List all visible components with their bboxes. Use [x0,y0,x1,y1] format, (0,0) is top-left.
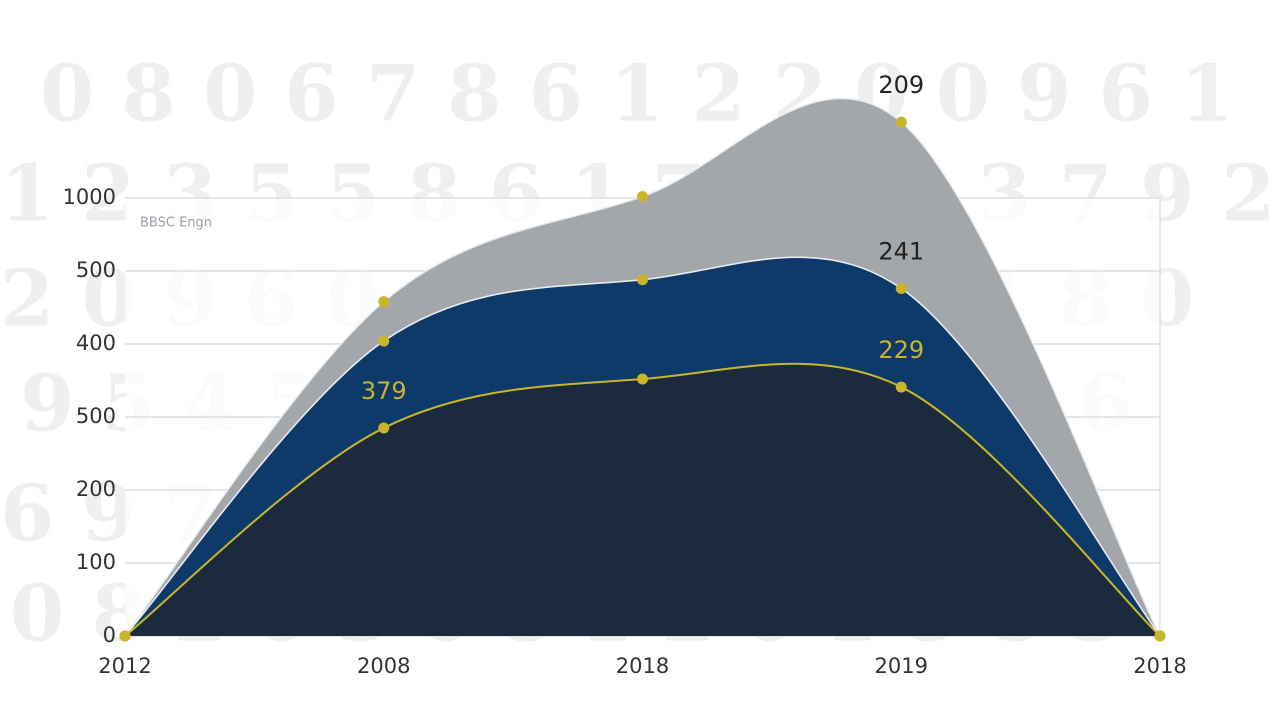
annotation: 379 [361,377,407,405]
y-tick-label: 200 [76,477,116,501]
y-tick-label: 500 [76,258,116,282]
x-tick-label: 2012 [98,654,151,678]
data-point [378,422,390,434]
y-tick-label: 0 [103,623,116,647]
data-point [637,274,648,286]
data-point [895,283,907,295]
y-tick-label: 100 [76,550,116,574]
x-tick-label: 2019 [875,654,928,678]
data-point [378,296,390,308]
data-point [637,373,648,385]
y-tick-label: 1000 [63,185,116,209]
data-point [895,116,907,128]
annotation: 209 [878,71,924,99]
legend-caption: BBSC Engn [140,216,212,231]
y-tick-label: 400 [76,331,116,355]
x-tick-label: 2018 [1133,654,1186,678]
data-point [119,630,131,642]
marks: 379 229 241 209 [119,71,1166,642]
annotation: 241 [878,238,924,266]
data-point [895,381,907,393]
annotation: 229 [878,336,924,364]
data-point [378,335,390,347]
data-point [637,191,648,203]
x-tick-label: 2008 [357,654,410,678]
y-tick-label: 500 [76,404,116,428]
data-point [1154,630,1166,642]
svg-text:0 8 0 6 7 8 6 1 2 2 0 0 9 6 1: 0 8 0 6 7 8 6 1 2 2 0 0 9 6 1 [40,49,1234,140]
x-tick-label: 2018 [616,654,669,678]
